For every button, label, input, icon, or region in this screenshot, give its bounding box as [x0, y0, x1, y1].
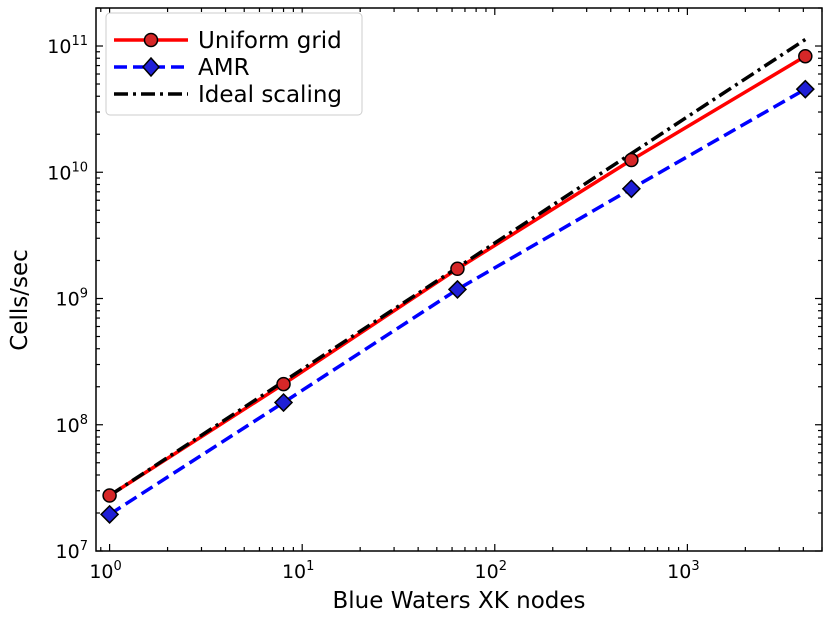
y-tick-label: 1010 [47, 160, 88, 184]
legend-marker-uniform-grid [143, 32, 159, 48]
data-point-uniform-grid [102, 488, 117, 503]
legend-entry-ideal-scaling: Ideal scaling [114, 82, 342, 108]
series-line-amr [108, 87, 807, 516]
x-tick-label: 103 [667, 559, 699, 583]
legend-label-uniform-grid: Uniform grid [198, 28, 342, 54]
x-tick-labels: 100 101 102 103 [89, 559, 699, 583]
data-point-uniform-grid [624, 152, 639, 168]
data-point-amr [447, 279, 468, 299]
x-tick-label: 101 [282, 559, 314, 583]
y-tick-labels: 107 108 109 1010 1011 [47, 34, 88, 563]
legend: Uniform grid AMR Ideal scaling [105, 12, 363, 116]
axis-ticks [96, 7, 823, 552]
legend-label-ideal-scaling: Ideal scaling [198, 82, 342, 108]
y-tick-label: 108 [56, 413, 88, 437]
data-point-amr [273, 392, 294, 413]
data-point-uniform-grid [450, 261, 465, 277]
legend-label-amr: AMR [198, 55, 250, 81]
data-point-amr [795, 79, 815, 99]
x-tick-label: 100 [89, 559, 121, 583]
y-axis-label: Cells/sec [7, 249, 33, 351]
legend-entry-amr: AMR [114, 55, 250, 81]
x-tick-label: 102 [475, 559, 507, 583]
plot-frame [95, 7, 823, 552]
legend-marker-amr [141, 56, 161, 78]
data-point-amr [621, 179, 641, 199]
plot-markers [100, 48, 815, 524]
legend-entry-uniform-grid: Uniform grid [114, 28, 342, 54]
data-point-uniform-grid [276, 376, 291, 392]
x-axis-label: Blue Waters XK nodes [332, 588, 585, 614]
data-point-uniform-grid [798, 48, 813, 64]
y-tick-label: 107 [56, 539, 88, 563]
y-tick-label: 109 [56, 287, 88, 311]
y-tick-label: 1011 [47, 34, 88, 58]
data-point-amr [100, 504, 120, 524]
